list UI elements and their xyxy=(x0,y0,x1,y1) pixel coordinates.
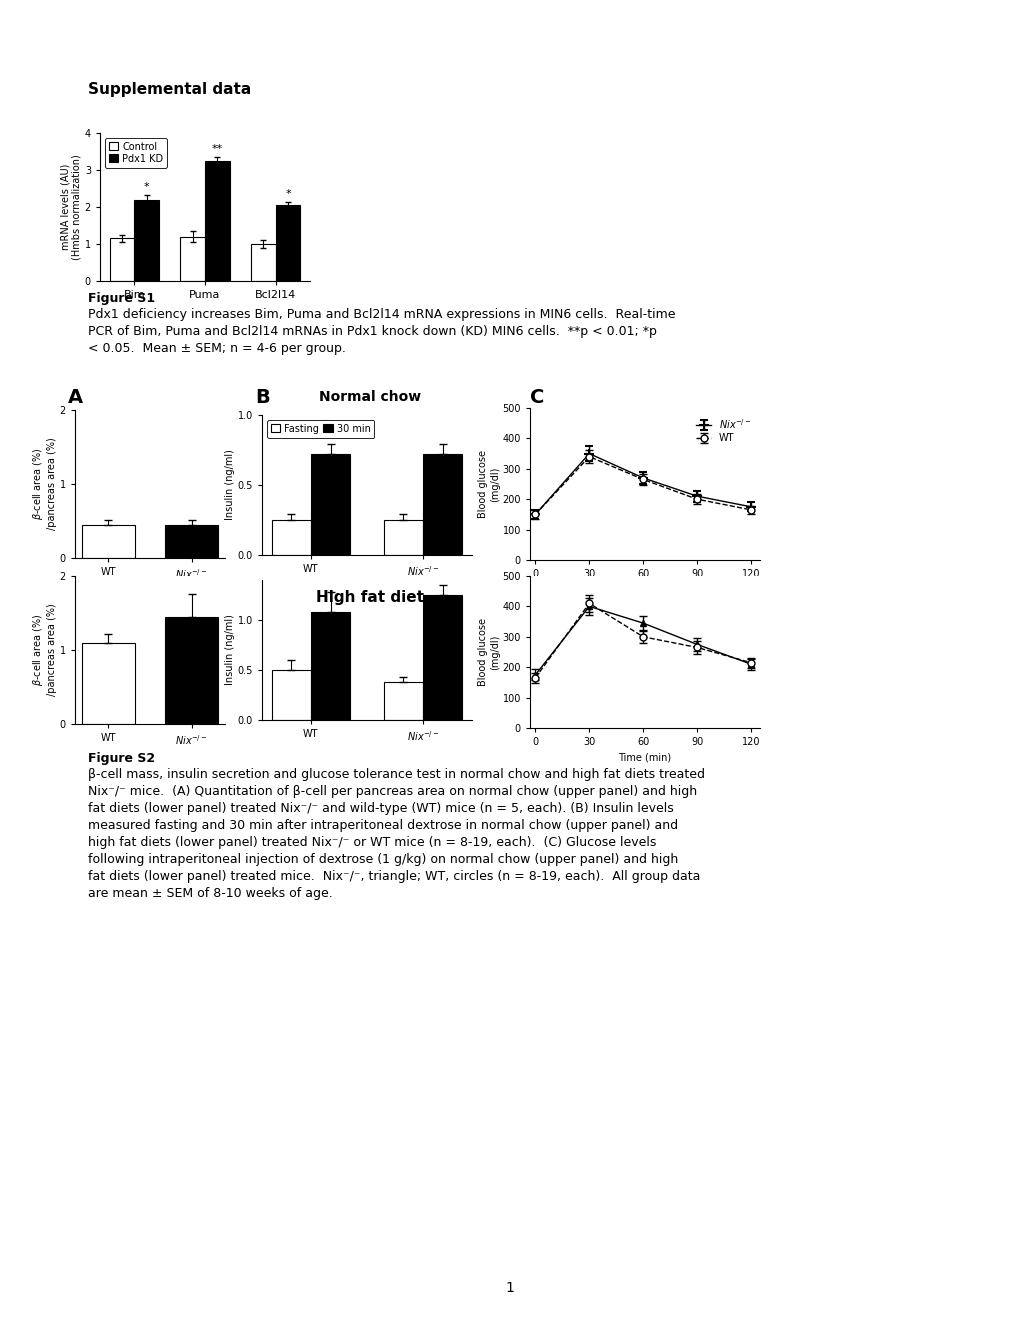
Bar xyxy=(271,671,311,719)
Bar xyxy=(311,454,350,554)
Legend: Control, Pdx1 KD: Control, Pdx1 KD xyxy=(105,137,167,168)
Text: Normal chow: Normal chow xyxy=(319,389,421,404)
Text: Figure S2: Figure S2 xyxy=(88,752,155,766)
Text: < 0.05.  Mean ± SEM; n = 4-6 per group.: < 0.05. Mean ± SEM; n = 4-6 per group. xyxy=(88,342,345,355)
Bar xyxy=(82,643,136,723)
Text: are mean ± SEM of 8-10 weeks of age.: are mean ± SEM of 8-10 weeks of age. xyxy=(88,887,332,900)
Bar xyxy=(205,161,229,281)
Text: A: A xyxy=(68,388,83,407)
Text: β-cell mass, insulin secretion and glucose tolerance test in normal chow and hig: β-cell mass, insulin secretion and gluco… xyxy=(88,768,704,781)
Y-axis label: $\beta$-cell area (%)
/pancreas area (%): $\beta$-cell area (%) /pancreas area (%) xyxy=(32,438,57,531)
X-axis label: Time (min): Time (min) xyxy=(618,585,671,594)
Y-axis label: Blood glucose
(mg/dl): Blood glucose (mg/dl) xyxy=(478,618,499,686)
Text: Supplemental data: Supplemental data xyxy=(88,82,251,96)
Text: *: * xyxy=(285,189,290,199)
Text: fat diets (lower panel) treated mice.  Nix⁻/⁻, triangle; WT, circles (n = 8-19, : fat diets (lower panel) treated mice. Ni… xyxy=(88,870,700,883)
Bar xyxy=(423,595,462,719)
Legend: Fasting, 30 min: Fasting, 30 min xyxy=(267,420,374,438)
Bar xyxy=(165,616,218,723)
Bar xyxy=(109,239,135,281)
Bar xyxy=(135,199,159,281)
Text: fat diets (lower panel) treated Nix⁻/⁻ and wild-type (WT) mice (n = 5, each). (B: fat diets (lower panel) treated Nix⁻/⁻ a… xyxy=(88,803,674,814)
Text: High fat diet: High fat diet xyxy=(316,590,424,605)
Bar xyxy=(271,520,311,554)
Text: measured fasting and 30 min after intraperitoneal dextrose in normal chow (upper: measured fasting and 30 min after intrap… xyxy=(88,818,678,832)
Text: Nix⁻/⁻ mice.  (A) Quantitation of β-cell per pancreas area on normal chow (upper: Nix⁻/⁻ mice. (A) Quantitation of β-cell … xyxy=(88,785,696,799)
Text: B: B xyxy=(255,388,269,407)
Bar xyxy=(423,454,462,554)
Legend: $Nix^{-/-}$, WT: $Nix^{-/-}$, WT xyxy=(692,413,754,447)
Text: high fat diets (lower panel) treated Nix⁻/⁻ or WT mice (n = 8-19, each).  (C) Gl: high fat diets (lower panel) treated Nix… xyxy=(88,836,656,849)
Text: following intraperitoneal injection of dextrose (1 g/kg) on normal chow (upper p: following intraperitoneal injection of d… xyxy=(88,853,678,866)
X-axis label: Time (min): Time (min) xyxy=(618,752,671,763)
Text: **: ** xyxy=(212,144,223,154)
Text: PCR of Bim, Puma and Bcl2l14 mRNAs in Pdx1 knock down (KD) MIN6 cells.  **p < 0.: PCR of Bim, Puma and Bcl2l14 mRNAs in Pd… xyxy=(88,325,656,338)
Bar xyxy=(251,244,275,281)
Bar xyxy=(275,205,301,281)
Y-axis label: Insulin (ng/ml): Insulin (ng/ml) xyxy=(224,615,234,685)
Text: *: * xyxy=(144,182,150,193)
Text: Figure S1: Figure S1 xyxy=(88,292,155,305)
Y-axis label: Blood glucose
(mg/dl): Blood glucose (mg/dl) xyxy=(478,450,499,517)
Bar xyxy=(383,682,423,719)
Y-axis label: mRNA levels (AU)
(Hmbs normalization): mRNA levels (AU) (Hmbs normalization) xyxy=(60,154,82,260)
Bar xyxy=(180,236,205,281)
Y-axis label: Insulin (ng/ml): Insulin (ng/ml) xyxy=(224,450,234,520)
Text: C: C xyxy=(530,388,544,407)
Y-axis label: $\beta$-cell area (%)
/pancreas area (%): $\beta$-cell area (%) /pancreas area (%) xyxy=(32,603,57,697)
Text: 1: 1 xyxy=(505,1280,514,1295)
Bar xyxy=(165,524,218,558)
Text: Pdx1 deficiency increases Bim, Puma and Bcl2l14 mRNA expressions in MIN6 cells. : Pdx1 deficiency increases Bim, Puma and … xyxy=(88,308,675,321)
Bar xyxy=(383,520,423,554)
Bar xyxy=(82,524,136,558)
Bar xyxy=(311,612,350,719)
